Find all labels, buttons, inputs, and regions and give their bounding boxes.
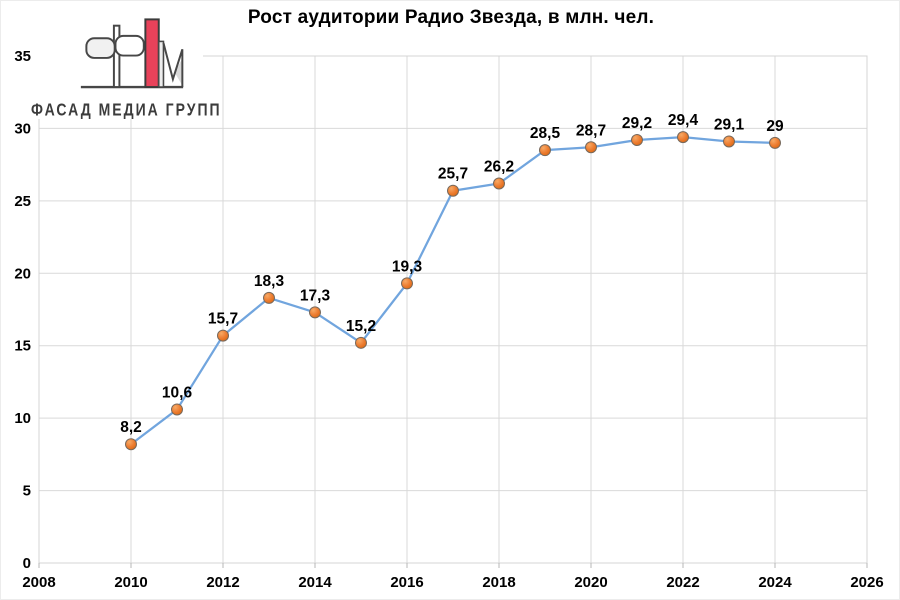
data-point-marker-2018	[493, 177, 505, 190]
data-point-label-2016: 19,3	[392, 258, 423, 275]
series-line	[129, 135, 777, 446]
data-point-marker-2019	[539, 144, 551, 157]
logo: ФАСАД МЕДИА ГРУПП	[31, 13, 222, 119]
data-point-marker-2016	[401, 277, 413, 290]
chart-title: Рост аудитории Радио Звезда, в млн. чел.	[247, 7, 655, 28]
x-axis-label: 2018	[482, 574, 515, 591]
x-axis-label: 2012	[206, 574, 239, 591]
y-axis-label: 20	[14, 265, 31, 282]
y-axis-label: 10	[14, 410, 31, 427]
data-point-label-2010: 8,2	[120, 419, 142, 436]
x-axis-label: 2014	[298, 574, 332, 591]
data-point-label-2020: 28,7	[576, 122, 606, 139]
y-axis-label: 35	[14, 48, 31, 65]
fm-building-logo-icon	[80, 18, 184, 89]
data-point-label-2015: 15,2	[346, 318, 376, 335]
data-point-label-2011: 10,6	[162, 384, 193, 401]
data-point-marker-2012	[217, 329, 229, 342]
x-axis-label: 2024	[758, 574, 792, 591]
x-axis-label: 2010	[114, 574, 147, 591]
y-axis-label: 25	[14, 193, 31, 210]
data-point-marker-2022	[677, 131, 689, 144]
data-point-label-2013: 18,3	[254, 273, 285, 290]
data-point-label-2021: 29,2	[622, 115, 652, 132]
x-axis-label: 2026	[850, 574, 883, 591]
y-axis-label: 30	[14, 120, 31, 137]
data-point-marker-2015	[355, 336, 367, 349]
x-axis-label: 2016	[390, 574, 423, 591]
data-point-label-2012: 15,7	[208, 311, 238, 328]
data-point-marker-2010	[125, 438, 137, 451]
data-point-label-2022: 29,4	[668, 112, 699, 129]
y-axis-label: 0	[23, 555, 31, 572]
y-axis-label: 15	[14, 338, 31, 355]
y-axis-label: 5	[23, 483, 31, 500]
data-point-label-2019: 28,5	[530, 125, 561, 142]
x-axis-label: 2022	[666, 574, 699, 591]
data-point-marker-2023	[723, 135, 735, 148]
data-point-marker-2024	[769, 136, 781, 149]
data-point-marker-2020	[585, 141, 597, 154]
data-point-marker-2013	[263, 291, 275, 304]
logo-text: ФАСАД МЕДИА ГРУПП	[31, 99, 222, 119]
x-axis-label: 2008	[22, 574, 55, 591]
data-point-marker-2017	[447, 184, 459, 197]
data-point-label-2017: 25,7	[438, 166, 468, 183]
x-axis-label: 2020	[574, 574, 607, 591]
data-point-marker-2014	[309, 306, 321, 319]
data-point-label-2014: 17,3	[300, 287, 331, 304]
data-point-label-2024: 29	[766, 118, 784, 135]
data-point-label-2023: 29,1	[714, 116, 745, 133]
plot-border	[38, 55, 868, 564]
data-point-marker-2011	[171, 403, 183, 416]
data-point-marker-2021	[631, 134, 643, 147]
data-point-label-2018: 26,2	[484, 158, 514, 175]
